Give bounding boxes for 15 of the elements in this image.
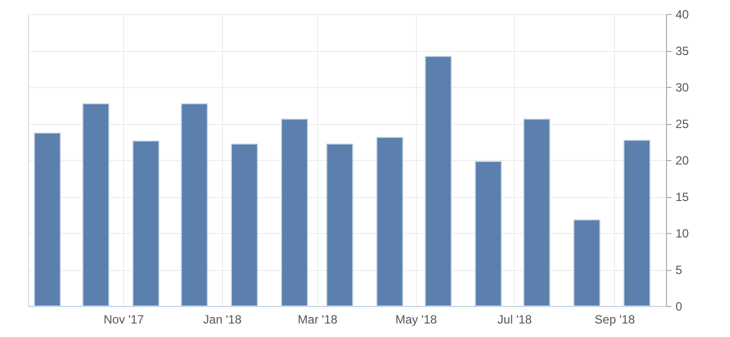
- x-tick-label: Nov '17: [104, 312, 144, 326]
- x-tick-label: Jan '18: [203, 312, 242, 326]
- y-tick-label: 40: [676, 8, 690, 22]
- x-tick-label: May '18: [395, 312, 438, 326]
- y-tick-label: 25: [676, 117, 690, 131]
- x-tick-label: Jul '18: [498, 312, 532, 326]
- x-tick-label: Sep '18: [594, 312, 636, 326]
- y-tick-label: 10: [676, 226, 690, 240]
- y-tick-label: 15: [676, 190, 690, 204]
- y-tick-label: 35: [676, 44, 690, 58]
- y-tick-label: 0: [676, 300, 682, 314]
- x-tick-label: Mar '18: [298, 312, 338, 326]
- y-tick-label: 30: [676, 80, 690, 94]
- y-tick-label: 5: [676, 263, 682, 277]
- y-tick-label: 20: [676, 154, 690, 168]
